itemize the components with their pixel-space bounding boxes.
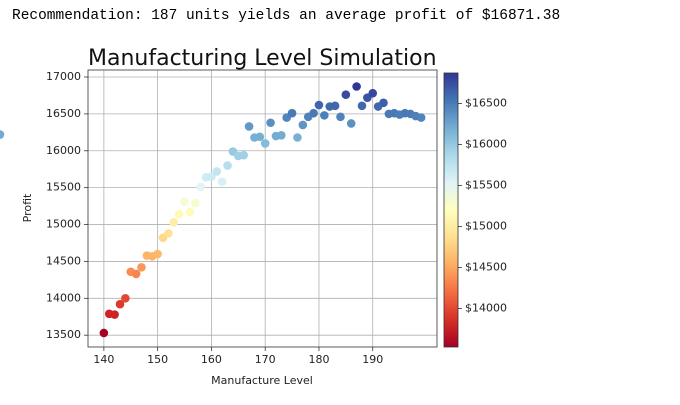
point bbox=[110, 310, 119, 319]
x-tick-label: 170 bbox=[255, 353, 276, 366]
point bbox=[153, 249, 162, 259]
y-tick-label: 16500 bbox=[46, 107, 81, 120]
colorbar-tick-label: $16000 bbox=[465, 137, 507, 150]
point bbox=[190, 198, 200, 208]
colorbar-tick-label: $15500 bbox=[465, 178, 507, 191]
point bbox=[99, 328, 109, 338]
point bbox=[244, 122, 254, 131]
point bbox=[223, 161, 232, 170]
point bbox=[352, 82, 361, 91]
point bbox=[277, 130, 286, 140]
x-axis-label: Manufacture Level bbox=[211, 374, 313, 387]
point bbox=[330, 101, 340, 111]
x-tick-label: 160 bbox=[201, 353, 222, 366]
colorbar bbox=[443, 72, 459, 348]
point bbox=[207, 172, 216, 181]
colorbar-tick-label: $15000 bbox=[465, 219, 507, 232]
point bbox=[137, 263, 146, 272]
x-tick-label: 150 bbox=[147, 353, 168, 366]
point bbox=[217, 177, 227, 187]
point bbox=[293, 133, 302, 142]
y-tick-label: 13500 bbox=[46, 328, 81, 341]
point bbox=[115, 299, 125, 309]
point bbox=[131, 269, 141, 279]
point bbox=[346, 119, 356, 128]
x-tick-label: 140 bbox=[93, 353, 114, 366]
point bbox=[174, 209, 184, 219]
x-tick-label: 190 bbox=[362, 353, 383, 366]
point bbox=[357, 101, 367, 111]
point bbox=[341, 90, 351, 100]
y-tick-label: 17000 bbox=[46, 70, 81, 83]
point bbox=[379, 98, 388, 108]
y-tick-label: 14500 bbox=[46, 254, 81, 267]
point bbox=[169, 218, 179, 227]
y-tick-label: 14000 bbox=[46, 291, 81, 304]
point bbox=[368, 88, 378, 98]
point bbox=[260, 139, 270, 148]
chart-title: Manufacturing Level Simulation bbox=[88, 46, 437, 71]
y-tick-label: 15000 bbox=[46, 218, 81, 231]
point bbox=[180, 197, 189, 206]
point bbox=[239, 150, 248, 160]
point bbox=[121, 294, 130, 303]
point bbox=[266, 118, 275, 128]
point bbox=[320, 111, 329, 120]
point bbox=[416, 113, 426, 122]
point bbox=[255, 132, 265, 142]
point bbox=[336, 112, 345, 122]
point bbox=[298, 120, 308, 130]
colorbar-tick-label: $14500 bbox=[465, 260, 507, 273]
x-tick-label: 180 bbox=[308, 353, 329, 366]
y-tick-label: 15500 bbox=[46, 181, 81, 194]
colorbar-tick-label: $14000 bbox=[465, 301, 507, 314]
point bbox=[314, 100, 324, 110]
point bbox=[185, 207, 195, 217]
point bbox=[287, 108, 297, 118]
y-axis-label: Profit bbox=[21, 193, 34, 222]
plot-frame bbox=[87, 69, 438, 348]
recommendation: Recommendation: 187 units yields an aver… bbox=[12, 8, 560, 24]
y-tick-label: 16000 bbox=[46, 144, 81, 157]
point bbox=[196, 182, 205, 192]
point bbox=[309, 108, 318, 118]
point bbox=[164, 229, 173, 238]
point bbox=[0, 130, 5, 139]
colorbar-tick-label: $16500 bbox=[465, 96, 507, 109]
point bbox=[212, 167, 222, 176]
